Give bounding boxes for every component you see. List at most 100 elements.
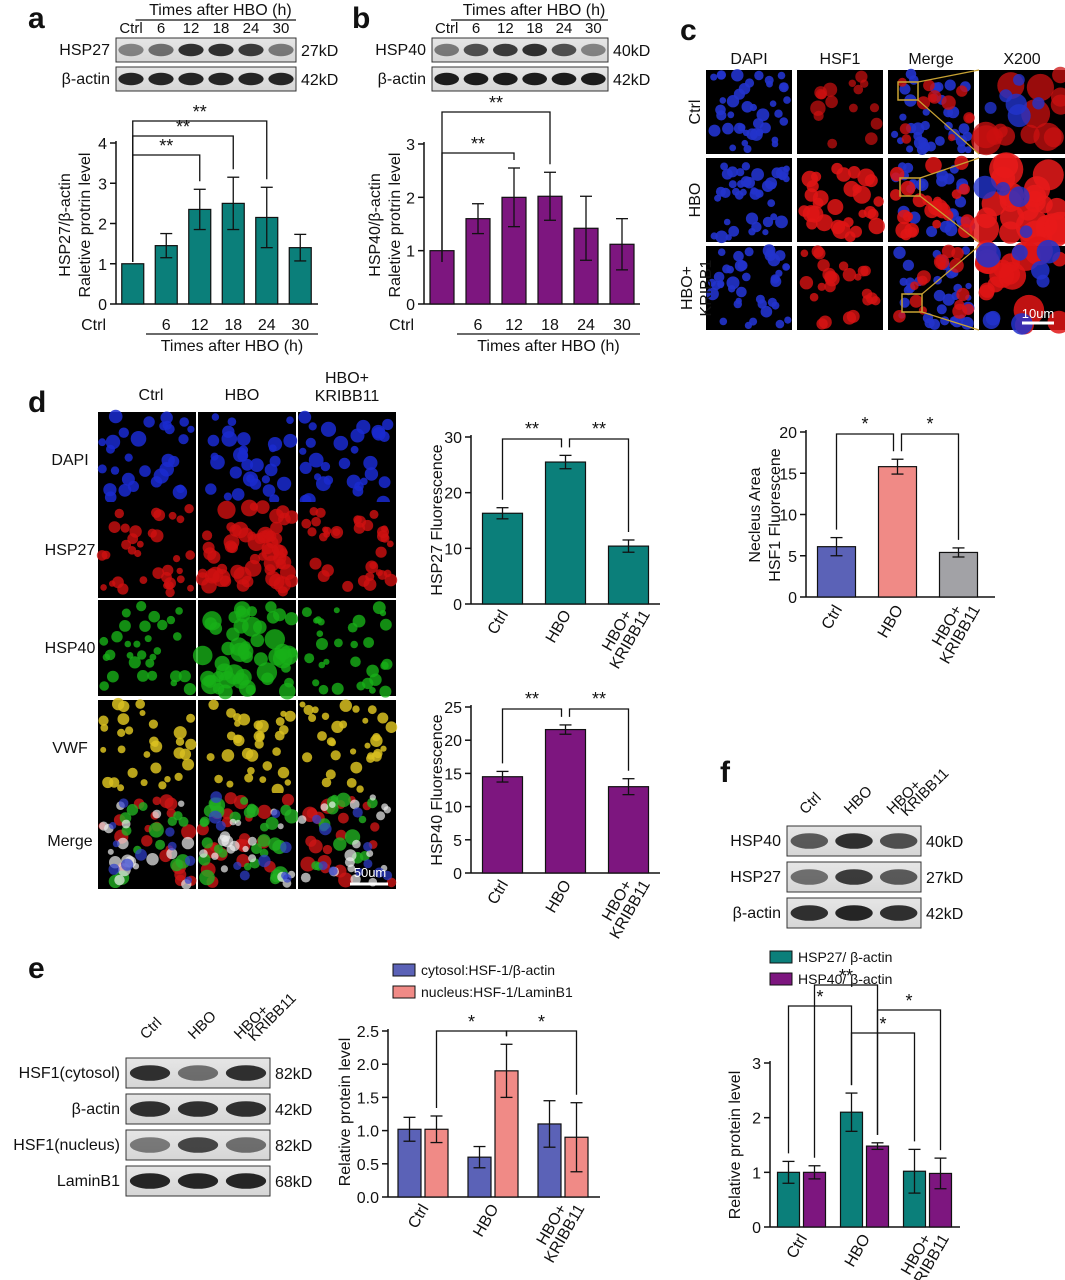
micro-dot [233, 861, 242, 871]
micro-dot [338, 457, 351, 470]
micro-dot [827, 199, 844, 215]
blot-band [463, 43, 489, 57]
micro-dot [902, 259, 915, 271]
blot-lane-label: Ctrl [137, 1014, 166, 1043]
micro-dot [178, 816, 189, 827]
micro-dot [226, 780, 234, 788]
micro-dot [1052, 66, 1065, 84]
blot-row-name: HSP40 [730, 833, 781, 850]
micro-dot [264, 564, 276, 576]
micro-dot [823, 82, 838, 97]
micro-dot [284, 574, 298, 588]
micro-dot [119, 620, 131, 632]
micro-dot [152, 796, 162, 806]
micro-dot [284, 710, 296, 722]
micro-dot [137, 650, 147, 660]
micro-dot [899, 123, 912, 135]
significance-label: * [468, 1012, 475, 1032]
micro-dot [265, 816, 279, 830]
micro-dot [270, 521, 283, 535]
micro-dot [297, 815, 307, 824]
micro-dot [248, 854, 257, 863]
micro-dot [330, 794, 339, 803]
micro-dot [258, 854, 271, 868]
zoom-line [919, 195, 980, 243]
micro-dot [350, 874, 361, 885]
micro-c-row-label-2: KRIBB1 [698, 259, 715, 316]
y-tick-label: 4 [98, 136, 107, 153]
micro-dot [257, 834, 271, 847]
micro-dot [836, 167, 851, 182]
micro-dot [380, 525, 388, 533]
y-axis-label: HSP27 Fluorescence [429, 444, 446, 595]
panel-label-c: c [680, 14, 697, 47]
blot-lane-label: 24 [243, 20, 260, 37]
blot-band [879, 869, 918, 885]
micro-tile [98, 600, 196, 696]
micro-dot [746, 128, 758, 140]
micro-dot [247, 767, 255, 775]
micro-dot [201, 837, 213, 849]
blot-band [434, 43, 459, 57]
micro-dot [108, 521, 121, 533]
micro-dot [314, 473, 322, 481]
blot-band [463, 72, 489, 86]
micro-dot [743, 176, 755, 189]
micro-c-row-label: HBO [687, 183, 704, 218]
micro-dot [338, 812, 349, 824]
micro-dot [237, 432, 251, 446]
micro-tile [797, 245, 883, 330]
micro-dot [242, 471, 259, 487]
micro-dot [364, 742, 371, 749]
panel-label-b: b [352, 2, 370, 35]
micro-dot [114, 874, 125, 886]
zoom-box [897, 81, 919, 101]
significance-label: ** [592, 689, 606, 709]
significance-bracket [501, 438, 563, 500]
micro-dot [737, 180, 745, 188]
micro-dot [360, 477, 368, 486]
micro-dot [231, 488, 245, 501]
micro-d-col-label-2: KRIBB11 [315, 388, 380, 405]
micro-dot [246, 606, 258, 617]
micro-dot [280, 710, 287, 717]
micro-dot [339, 699, 352, 712]
micro-dot [810, 100, 826, 116]
blot-row-kd: 82kD [275, 1138, 312, 1155]
x-tick-label: 30 [613, 317, 631, 334]
micro-dot [956, 85, 968, 97]
micro-dot [737, 260, 748, 271]
blot-row-name: LaminB1 [57, 1173, 120, 1190]
micro-dot [251, 843, 262, 854]
micro-dot [308, 422, 317, 431]
micro-dot [384, 573, 398, 587]
micro-dot [776, 166, 789, 180]
micro-dot [323, 531, 331, 538]
significance-bracket [568, 438, 630, 532]
micro-dot [121, 858, 134, 871]
micro-dot [891, 130, 899, 138]
blot-band [148, 43, 174, 57]
micro-dot [223, 492, 232, 501]
x-tick-label: 30 [291, 317, 309, 334]
micro-dot [257, 804, 272, 820]
micro-dot [318, 861, 328, 871]
micro-dot [817, 282, 826, 291]
micro-dot [256, 719, 269, 733]
micro-dot [710, 73, 718, 81]
micro-dot [850, 225, 862, 238]
blot-lane-label: Ctrl [119, 20, 142, 37]
y-axis-label: Necleus Area [747, 467, 764, 562]
micro-dot [221, 641, 235, 656]
micro-dot [182, 758, 195, 771]
micro-dot [333, 435, 349, 451]
micro-dot [910, 281, 919, 291]
micro-dot [370, 734, 383, 747]
blot-band [225, 1101, 267, 1117]
micro-dot [723, 218, 731, 226]
significance-bracket [501, 708, 563, 764]
blot-row-name: β-actin [378, 71, 426, 88]
micro-dot [203, 675, 217, 688]
micro-dot [362, 717, 369, 724]
micro-dot [744, 247, 754, 257]
